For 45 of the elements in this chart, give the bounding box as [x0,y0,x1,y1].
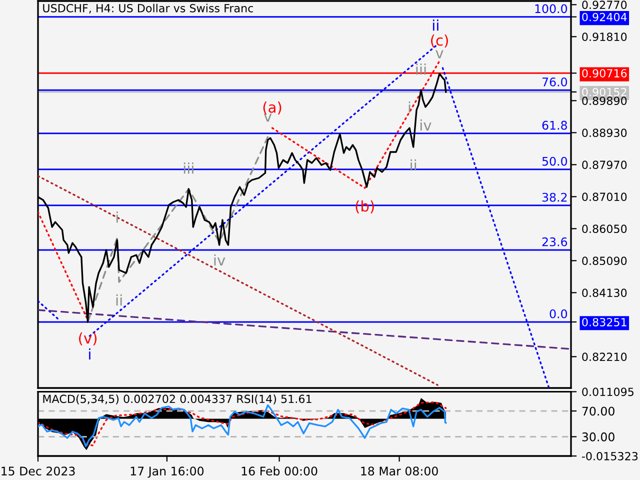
data-label: ii [116,294,122,306]
data-label: i [116,212,118,223]
y-tick-label: 0.82210 [582,352,627,362]
y-tick-label: 0.87970 [582,160,627,170]
data-label: (v) [79,332,97,346]
y-tick-label: 0.87010 [582,192,627,202]
x-tick-label: 16 Feb 00:00 [242,466,318,476]
x-tick-label: 18 Mar 08:00 [361,466,438,476]
ref-line-label: 0.0 [550,309,568,318]
annotation: i [408,102,410,113]
data-label: (c) [431,34,448,48]
x-tick-label: 17 Jan 16:00 [130,466,204,478]
y-tick-label: 0.92404 [582,12,627,22]
ref-line-label: 23.6 [542,237,568,246]
y-tick-label: 0.84130 [582,288,627,298]
data-label: v [264,114,272,122]
data-label: iv [214,254,226,266]
y-tick-label: 0.86050 [582,224,627,234]
chart-title: USDCHF, H4: US Dollar vs Swiss Franc [43,4,253,14]
y-tick-label: 0.83251 [582,318,626,326]
annotation: iv [420,119,432,130]
data-label: i [89,348,90,360]
y-tick-label: 0.92770 [582,0,627,10]
y-tick-label: 0.91810 [582,32,627,42]
y-tick-label: -0.015323 [582,452,638,460]
data-label: (a) [263,102,282,115]
line-series [86,136,269,323]
y2-tick-label: 30.00 [582,432,614,442]
y-tick-label: 0.011095 [582,388,634,396]
y2-tick-label: 70.00 [582,406,614,416]
ref-line-label: 100.0 [535,4,568,14]
data-label: ii [433,20,438,31]
y-tick-label: 0.88930 [582,128,627,138]
ref-line-label: 76.0 [542,77,568,86]
y-tick-label: 0.89890 [582,96,627,106]
x-tick-label: 15 Dec 2023 [2,466,75,476]
ref-line-label: 61.8 [542,120,567,130]
ref-line-label: 50.0 [542,156,568,166]
y-tick-label: 0.90152 [582,88,626,96]
chart-title: MACD(5,34,5) 0.002702 0.004337 RSI(14) 51.61 [43,394,312,404]
y-tick-label: 0.90716 [582,69,627,78]
annotation: v [436,50,444,58]
annotation: ii [410,159,416,170]
ref-line-label: 38.2 [542,192,567,202]
y-tick-label: 0.85090 [582,256,627,266]
